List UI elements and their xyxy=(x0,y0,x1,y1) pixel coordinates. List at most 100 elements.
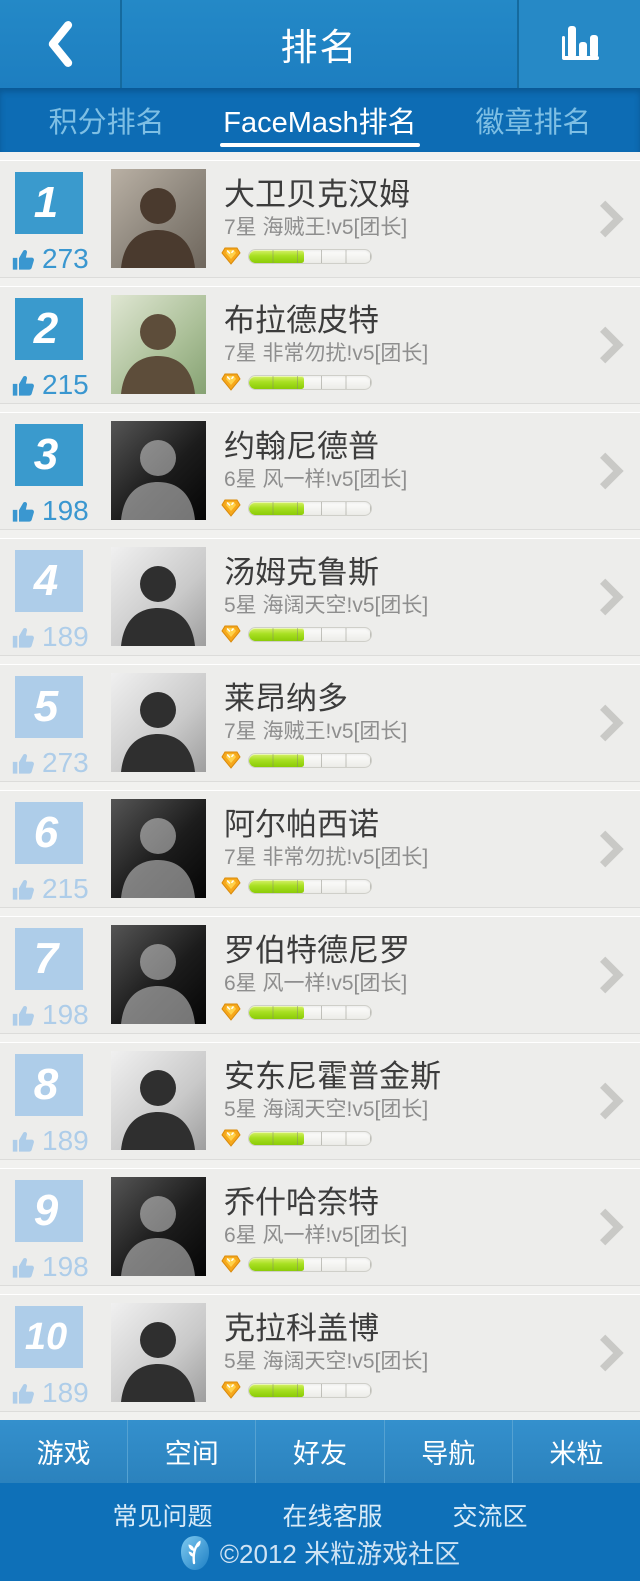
rank-number: 4 xyxy=(33,556,59,605)
progress-row xyxy=(221,877,372,895)
footer: 常见问题 在线客服 交流区 ©2012 米粒游戏社区 xyxy=(0,1483,640,1581)
chevron-right-icon xyxy=(600,200,624,238)
rank-badge: 6 xyxy=(15,802,83,864)
avatar xyxy=(111,295,206,394)
avatar xyxy=(111,1303,206,1402)
thumbs-up-icon xyxy=(12,627,34,648)
progress-row xyxy=(221,751,372,769)
chevron-right-icon xyxy=(600,578,624,616)
likes-count: 273 xyxy=(42,747,89,778)
tab-2[interactable]: 徽章排名 xyxy=(427,88,640,152)
nav-item[interactable]: 游戏 xyxy=(36,1439,91,1469)
ranking-list-item[interactable]: 8 189 安东尼霍普金斯 5星 海阔天空!v5[团长] xyxy=(0,1043,640,1159)
person-silhouette-icon xyxy=(121,818,195,898)
progress-fill xyxy=(249,1383,304,1397)
gem-icon xyxy=(221,1255,241,1273)
footer-link[interactable]: 在线客服 xyxy=(282,1503,383,1531)
rank-badge: 9 xyxy=(15,1180,83,1242)
ranking-list-item[interactable]: 6 215 阿尔帕西诺 7星 非常勿扰!v5[团长] xyxy=(0,791,640,907)
likes-count: 215 xyxy=(42,369,89,400)
celebrity-name: 大卫贝克汉姆 xyxy=(224,177,410,212)
tab-0[interactable]: 积分排名 xyxy=(0,88,213,152)
level-guild-text: 7星 非常勿扰!v5[团长] xyxy=(224,342,429,365)
ranking-list-item[interactable]: 2 215 布拉德皮特 7星 非常勿扰!v5[团长] xyxy=(0,287,640,403)
celebrity-name: 汤姆克鲁斯 xyxy=(224,555,379,590)
person-silhouette-icon xyxy=(121,944,195,1024)
avatar xyxy=(111,421,206,520)
avatar xyxy=(111,169,206,268)
progress-row xyxy=(221,1003,372,1021)
tab-label: 徽章排名 xyxy=(475,107,592,139)
avatar xyxy=(111,547,206,646)
ranking-list-item[interactable]: 4 189 汤姆克鲁斯 5星 海阔天空!v5[团长] xyxy=(0,539,640,655)
rank-number: 8 xyxy=(33,1060,59,1109)
gem-icon xyxy=(221,1003,241,1021)
likes: 215 xyxy=(10,873,89,905)
back-chevron-icon xyxy=(48,21,73,67)
level-guild-text: 5星 海阔天空!v5[团长] xyxy=(224,1350,429,1373)
likes-count: 215 xyxy=(42,873,89,904)
chevron-right-icon xyxy=(600,1334,624,1372)
ranking-list-item[interactable]: 5 273 莱昂纳多 7星 海贼王!v5[团长] xyxy=(0,665,640,781)
footer-link[interactable]: 常见问题 xyxy=(112,1503,213,1531)
stats-button[interactable] xyxy=(517,0,640,88)
avatar xyxy=(111,673,206,772)
ranking-list-item[interactable]: 9 198 乔什哈奈特 6星 风一样!v5[团长] xyxy=(0,1169,640,1285)
back-button[interactable] xyxy=(0,0,122,88)
progress-row xyxy=(221,1381,372,1399)
likes-count: 198 xyxy=(42,999,89,1030)
rank-number: 10 xyxy=(24,1316,68,1358)
celebrity-name: 罗伯特德尼罗 xyxy=(224,933,410,968)
ranking-list-item[interactable]: 3 198 约翰尼德普 6星 风一样!v5[团长] xyxy=(0,413,640,529)
progress-fill xyxy=(249,1257,304,1271)
ranking-list: 1 273 大卫贝克汉姆 7星 海贼王!v5[团长] xyxy=(0,152,640,1420)
nav-item[interactable]: 好友 xyxy=(255,1420,383,1483)
page-title: 排名 xyxy=(280,27,359,68)
ranking-list-item[interactable]: 1 273 大卫贝克汉姆 7星 海贼王!v5[团长] xyxy=(0,161,640,277)
header: 排名 xyxy=(0,0,640,88)
rank-badge: 3 xyxy=(15,424,83,486)
progress-fill xyxy=(249,627,304,641)
progress-bar xyxy=(248,752,372,768)
progress-row xyxy=(221,373,372,391)
nav-item[interactable]: 导航 xyxy=(383,1420,512,1483)
rank-badge: 10 xyxy=(15,1306,83,1368)
chevron-right-icon xyxy=(600,452,624,490)
likes: 273 xyxy=(10,747,89,779)
celebrity-name: 阿尔帕西诺 xyxy=(224,807,379,842)
person-silhouette-icon xyxy=(121,566,195,646)
rank-number: 1 xyxy=(33,178,59,227)
footer-links: 常见问题 在线客服 交流区 xyxy=(0,1497,640,1533)
celebrity-name: 约翰尼德普 xyxy=(224,429,379,464)
tab-1[interactable]: FaceMash排名 xyxy=(213,88,426,152)
chevron-right-icon xyxy=(600,326,624,364)
likes-count: 189 xyxy=(42,621,89,652)
progress-fill xyxy=(249,1005,304,1019)
nav-item[interactable]: 空间 xyxy=(127,1420,255,1483)
nav-item[interactable]: 米粒 xyxy=(511,1420,640,1483)
avatar xyxy=(111,1051,206,1150)
person-silhouette-icon xyxy=(121,692,195,772)
chevron-right-icon xyxy=(600,956,624,994)
thumbs-up-icon xyxy=(12,249,34,270)
ranking-list-item[interactable]: 7 198 罗伯特德尼罗 6星 风一样!v5[团长] xyxy=(0,917,640,1033)
progress-bar xyxy=(248,1382,372,1398)
likes-count: 198 xyxy=(42,495,89,526)
likes-count: 189 xyxy=(42,1377,89,1408)
rank-number: 3 xyxy=(33,430,59,479)
person-silhouette-icon xyxy=(121,1322,195,1402)
tab-bar: 积分排名 FaceMash排名 徽章排名 xyxy=(0,88,640,152)
progress-bar xyxy=(248,1130,372,1146)
progress-fill xyxy=(249,375,304,389)
progress-bar xyxy=(248,1004,372,1020)
avatar xyxy=(111,1177,206,1276)
footer-link[interactable]: 交流区 xyxy=(452,1503,528,1531)
ranking-list-item[interactable]: 10 189 克拉科盖博 5星 海阔天空!v5[团长] xyxy=(0,1295,640,1411)
rank-badge: 1 xyxy=(15,172,83,234)
likes: 189 xyxy=(10,1125,89,1157)
thumbs-up-icon xyxy=(12,375,34,396)
rank-number: 2 xyxy=(33,304,59,353)
celebrity-name: 乔什哈奈特 xyxy=(224,1185,379,1220)
rank-badge: 4 xyxy=(15,550,83,612)
